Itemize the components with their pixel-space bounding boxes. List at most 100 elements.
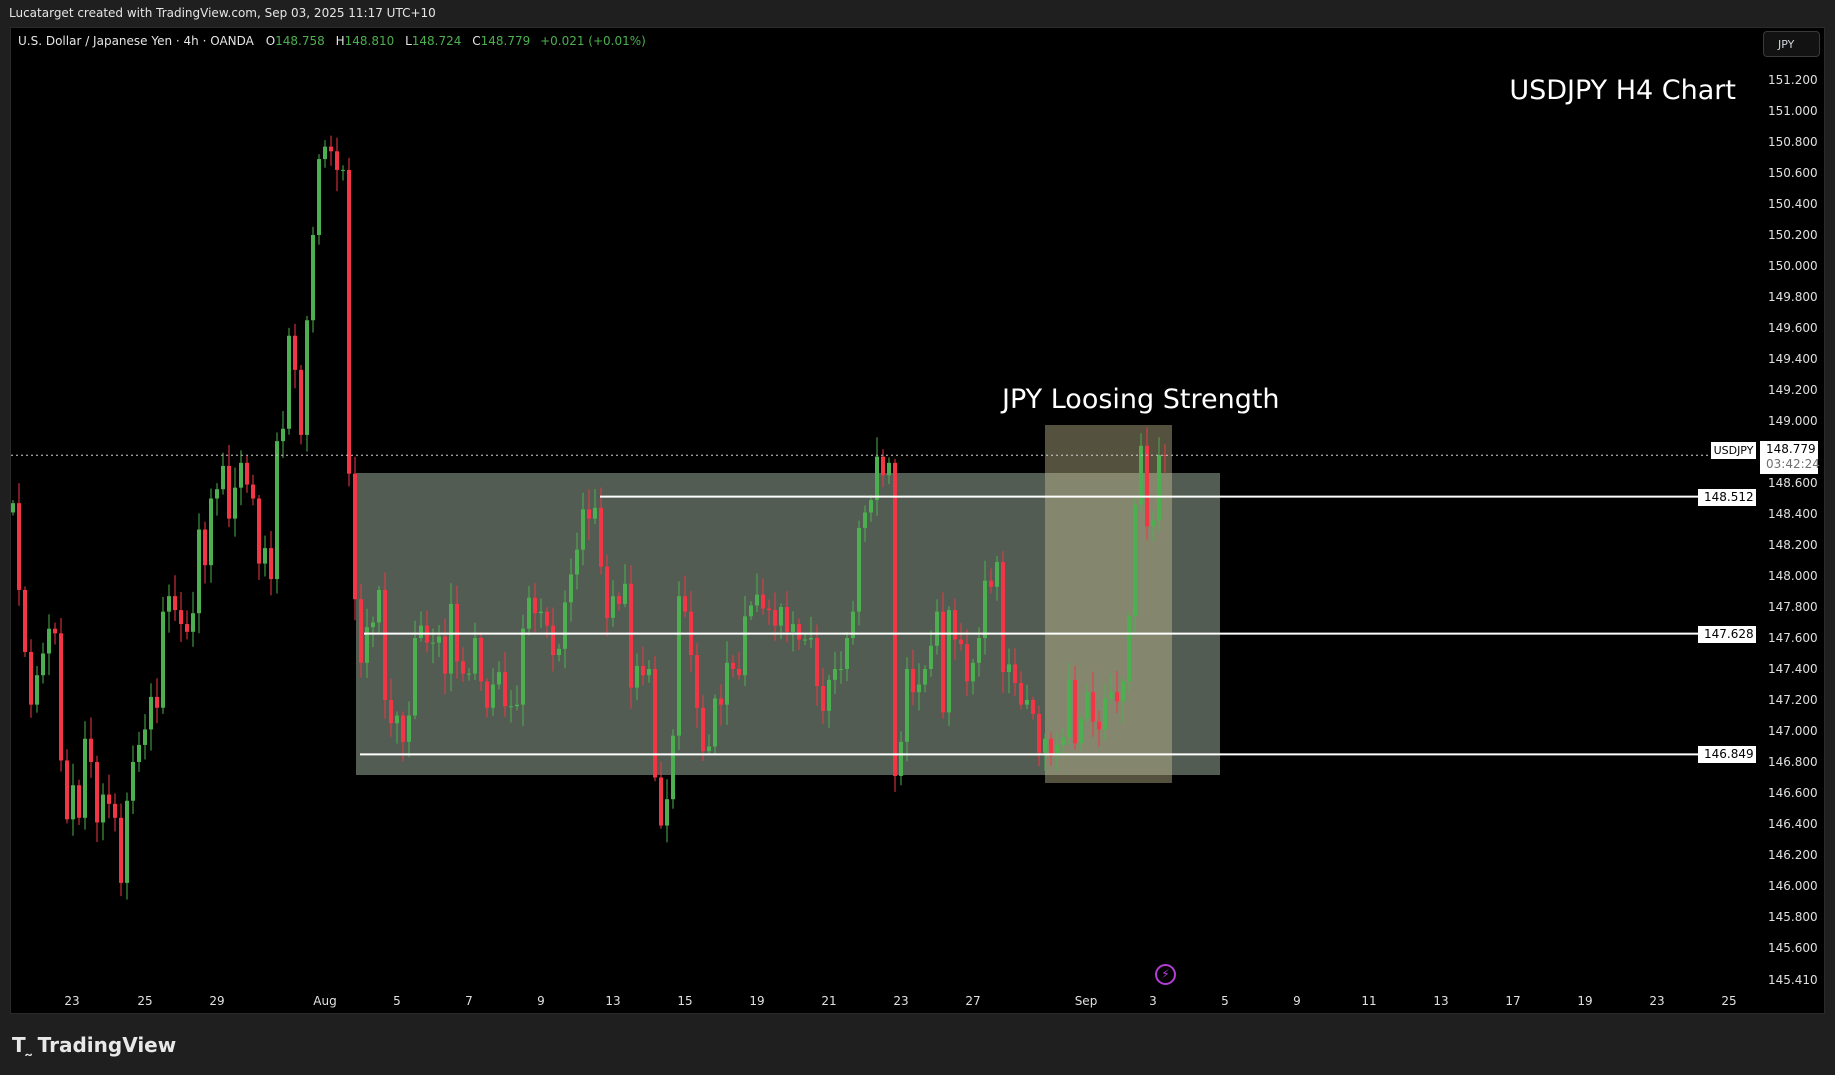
candle-up[interactable] [569,574,573,603]
candle-up[interactable] [137,744,141,762]
candle-up[interactable] [305,320,309,435]
candle-down[interactable] [65,760,69,820]
candle-up[interactable] [413,638,417,716]
candle-down[interactable] [881,456,885,476]
candle-up[interactable] [1061,737,1065,745]
candle-down[interactable] [653,669,657,778]
candle-up[interactable] [143,729,147,745]
candle-down[interactable] [551,625,555,656]
candle-up[interactable] [875,456,879,501]
candle-up[interactable] [41,653,45,676]
candle-up[interactable] [71,785,75,820]
candle-up[interactable] [857,527,861,612]
candle-up[interactable] [971,662,975,682]
candle-down[interactable] [683,596,687,612]
candle-down[interactable] [77,785,81,818]
candle-up[interactable] [125,800,129,883]
candle-up[interactable] [437,636,441,643]
candle-up[interactable] [1109,692,1113,699]
candle-up[interactable] [509,706,513,708]
candle-down[interactable] [599,507,603,567]
candle-up[interactable] [1067,679,1071,738]
candle-down[interactable] [485,681,489,708]
candle-down[interactable] [737,669,741,676]
candle-up[interactable] [35,675,39,705]
candle-down[interactable] [443,636,447,674]
candle-down[interactable] [401,715,405,742]
candle-up[interactable] [827,679,831,711]
candle-down[interactable] [893,462,897,776]
candle-down[interactable] [959,639,963,645]
candle-up[interactable] [839,669,843,670]
candle-up[interactable] [317,159,321,235]
candle-up[interactable] [395,715,399,724]
annotation-text[interactable]: JPY Loosing Strength [1002,384,1280,415]
candle-up[interactable] [863,512,867,528]
candle-up[interactable] [803,639,807,641]
candle-down[interactable] [965,644,969,682]
candle-down[interactable] [1163,455,1167,457]
candle-down[interactable] [911,669,915,693]
candle-up[interactable] [419,625,423,638]
candle-down[interactable] [203,529,207,566]
candle-up[interactable] [923,669,927,685]
candle-up[interactable] [341,169,345,171]
candle-up[interactable] [407,715,411,742]
candle-down[interactable] [107,794,111,804]
candle-down[interactable] [941,611,945,713]
candle-up[interactable] [611,596,615,618]
candle-down[interactable] [617,596,621,604]
candle-up[interactable] [623,583,627,604]
candle-down[interactable] [605,566,609,618]
candle-down[interactable] [1013,664,1017,683]
candle-up[interactable] [1007,664,1011,673]
candle-down[interactable] [731,662,735,669]
candle-up[interactable] [557,648,561,656]
candle-down[interactable] [113,803,117,818]
candle-down[interactable] [545,611,549,626]
candle-down[interactable] [383,589,387,700]
candle-up[interactable] [449,603,453,674]
candle-up[interactable] [1043,738,1047,753]
candle-up[interactable] [515,704,519,707]
candle-up[interactable] [899,741,903,776]
candle-up[interactable] [473,638,477,674]
candle-up[interactable] [311,235,315,321]
candle-down[interactable] [389,700,393,724]
candle-up[interactable] [905,669,909,742]
candle-down[interactable] [701,707,705,752]
candle-up[interactable] [1139,445,1143,505]
candle-up[interactable] [1127,616,1131,682]
candle-up[interactable] [131,762,135,801]
candle-down[interactable] [479,638,483,682]
candle-up[interactable] [281,428,285,442]
candle-up[interactable] [851,611,855,638]
candle-down[interactable] [989,580,993,587]
candle-down[interactable] [329,146,333,152]
candle-up[interactable] [11,503,15,513]
candle-up[interactable] [149,696,153,730]
candle-up[interactable] [707,746,711,752]
candle-down[interactable] [1019,682,1023,705]
candle-up[interactable] [239,462,243,488]
candle-up[interactable] [521,628,525,705]
candle-up[interactable] [539,611,543,614]
candle-up[interactable] [635,665,639,688]
candle-up[interactable] [527,597,531,629]
candle-up[interactable] [917,684,921,693]
candle-down[interactable] [761,594,765,609]
candle-down[interactable] [359,599,363,663]
candle-down[interactable] [29,651,33,705]
symbol-legend[interactable]: U.S. Dollar / Japanese Yen · 4h · OANDA … [18,34,652,48]
candle-up[interactable] [497,672,501,685]
candle-up[interactable] [1085,692,1089,719]
candle-up[interactable] [197,529,201,614]
candle-up[interactable] [593,507,597,519]
candle-up[interactable] [869,500,873,513]
candle-up[interactable] [215,489,219,499]
candle-up[interactable] [809,638,813,640]
candle-up[interactable] [725,662,729,705]
candle-up[interactable] [947,610,951,713]
candle-up[interactable] [275,441,279,580]
candle-down[interactable] [53,628,57,634]
